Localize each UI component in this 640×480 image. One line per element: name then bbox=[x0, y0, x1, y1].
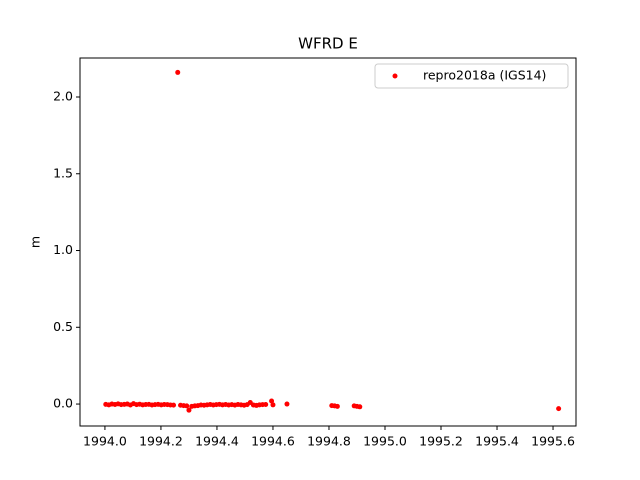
legend-label: repro2018a (IGS14) bbox=[423, 68, 546, 83]
x-tick-label: 1995.0 bbox=[363, 434, 407, 449]
x-tick-label: 1994.4 bbox=[195, 434, 239, 449]
y-axis-label: m bbox=[28, 236, 43, 248]
y-tick-label: 2.0 bbox=[53, 88, 73, 103]
data-point bbox=[334, 403, 340, 409]
data-point bbox=[556, 406, 562, 412]
data-point bbox=[184, 403, 190, 409]
x-tick-label: 1994.0 bbox=[83, 434, 127, 449]
x-tick-label: 1994.2 bbox=[139, 434, 183, 449]
data-point bbox=[263, 402, 269, 408]
y-tick-label: 0.5 bbox=[53, 319, 73, 334]
x-tick-label: 1994.6 bbox=[251, 434, 295, 449]
data-point bbox=[175, 69, 181, 75]
x-tick-label: 1995.6 bbox=[531, 434, 575, 449]
plot-area bbox=[103, 69, 562, 413]
axes-frame bbox=[79, 57, 577, 427]
chart-title: WFRD E bbox=[298, 35, 358, 53]
y-tick-label: 1.0 bbox=[53, 242, 73, 257]
x-tick-label: 1994.8 bbox=[307, 434, 351, 449]
legend-box bbox=[374, 63, 569, 89]
data-point bbox=[171, 402, 177, 408]
x-tick-label: 1995.4 bbox=[475, 434, 519, 449]
y-tick-label: 1.5 bbox=[53, 165, 73, 180]
legend-marker bbox=[392, 73, 398, 79]
x-tick-label: 1995.2 bbox=[419, 434, 463, 449]
data-point bbox=[270, 402, 276, 408]
legend: repro2018a (IGS14) bbox=[374, 63, 569, 89]
data-point bbox=[357, 404, 363, 410]
data-point bbox=[284, 401, 290, 407]
data-point bbox=[269, 398, 275, 404]
data-point bbox=[186, 407, 192, 413]
y-tick-label: 0.0 bbox=[53, 396, 73, 411]
